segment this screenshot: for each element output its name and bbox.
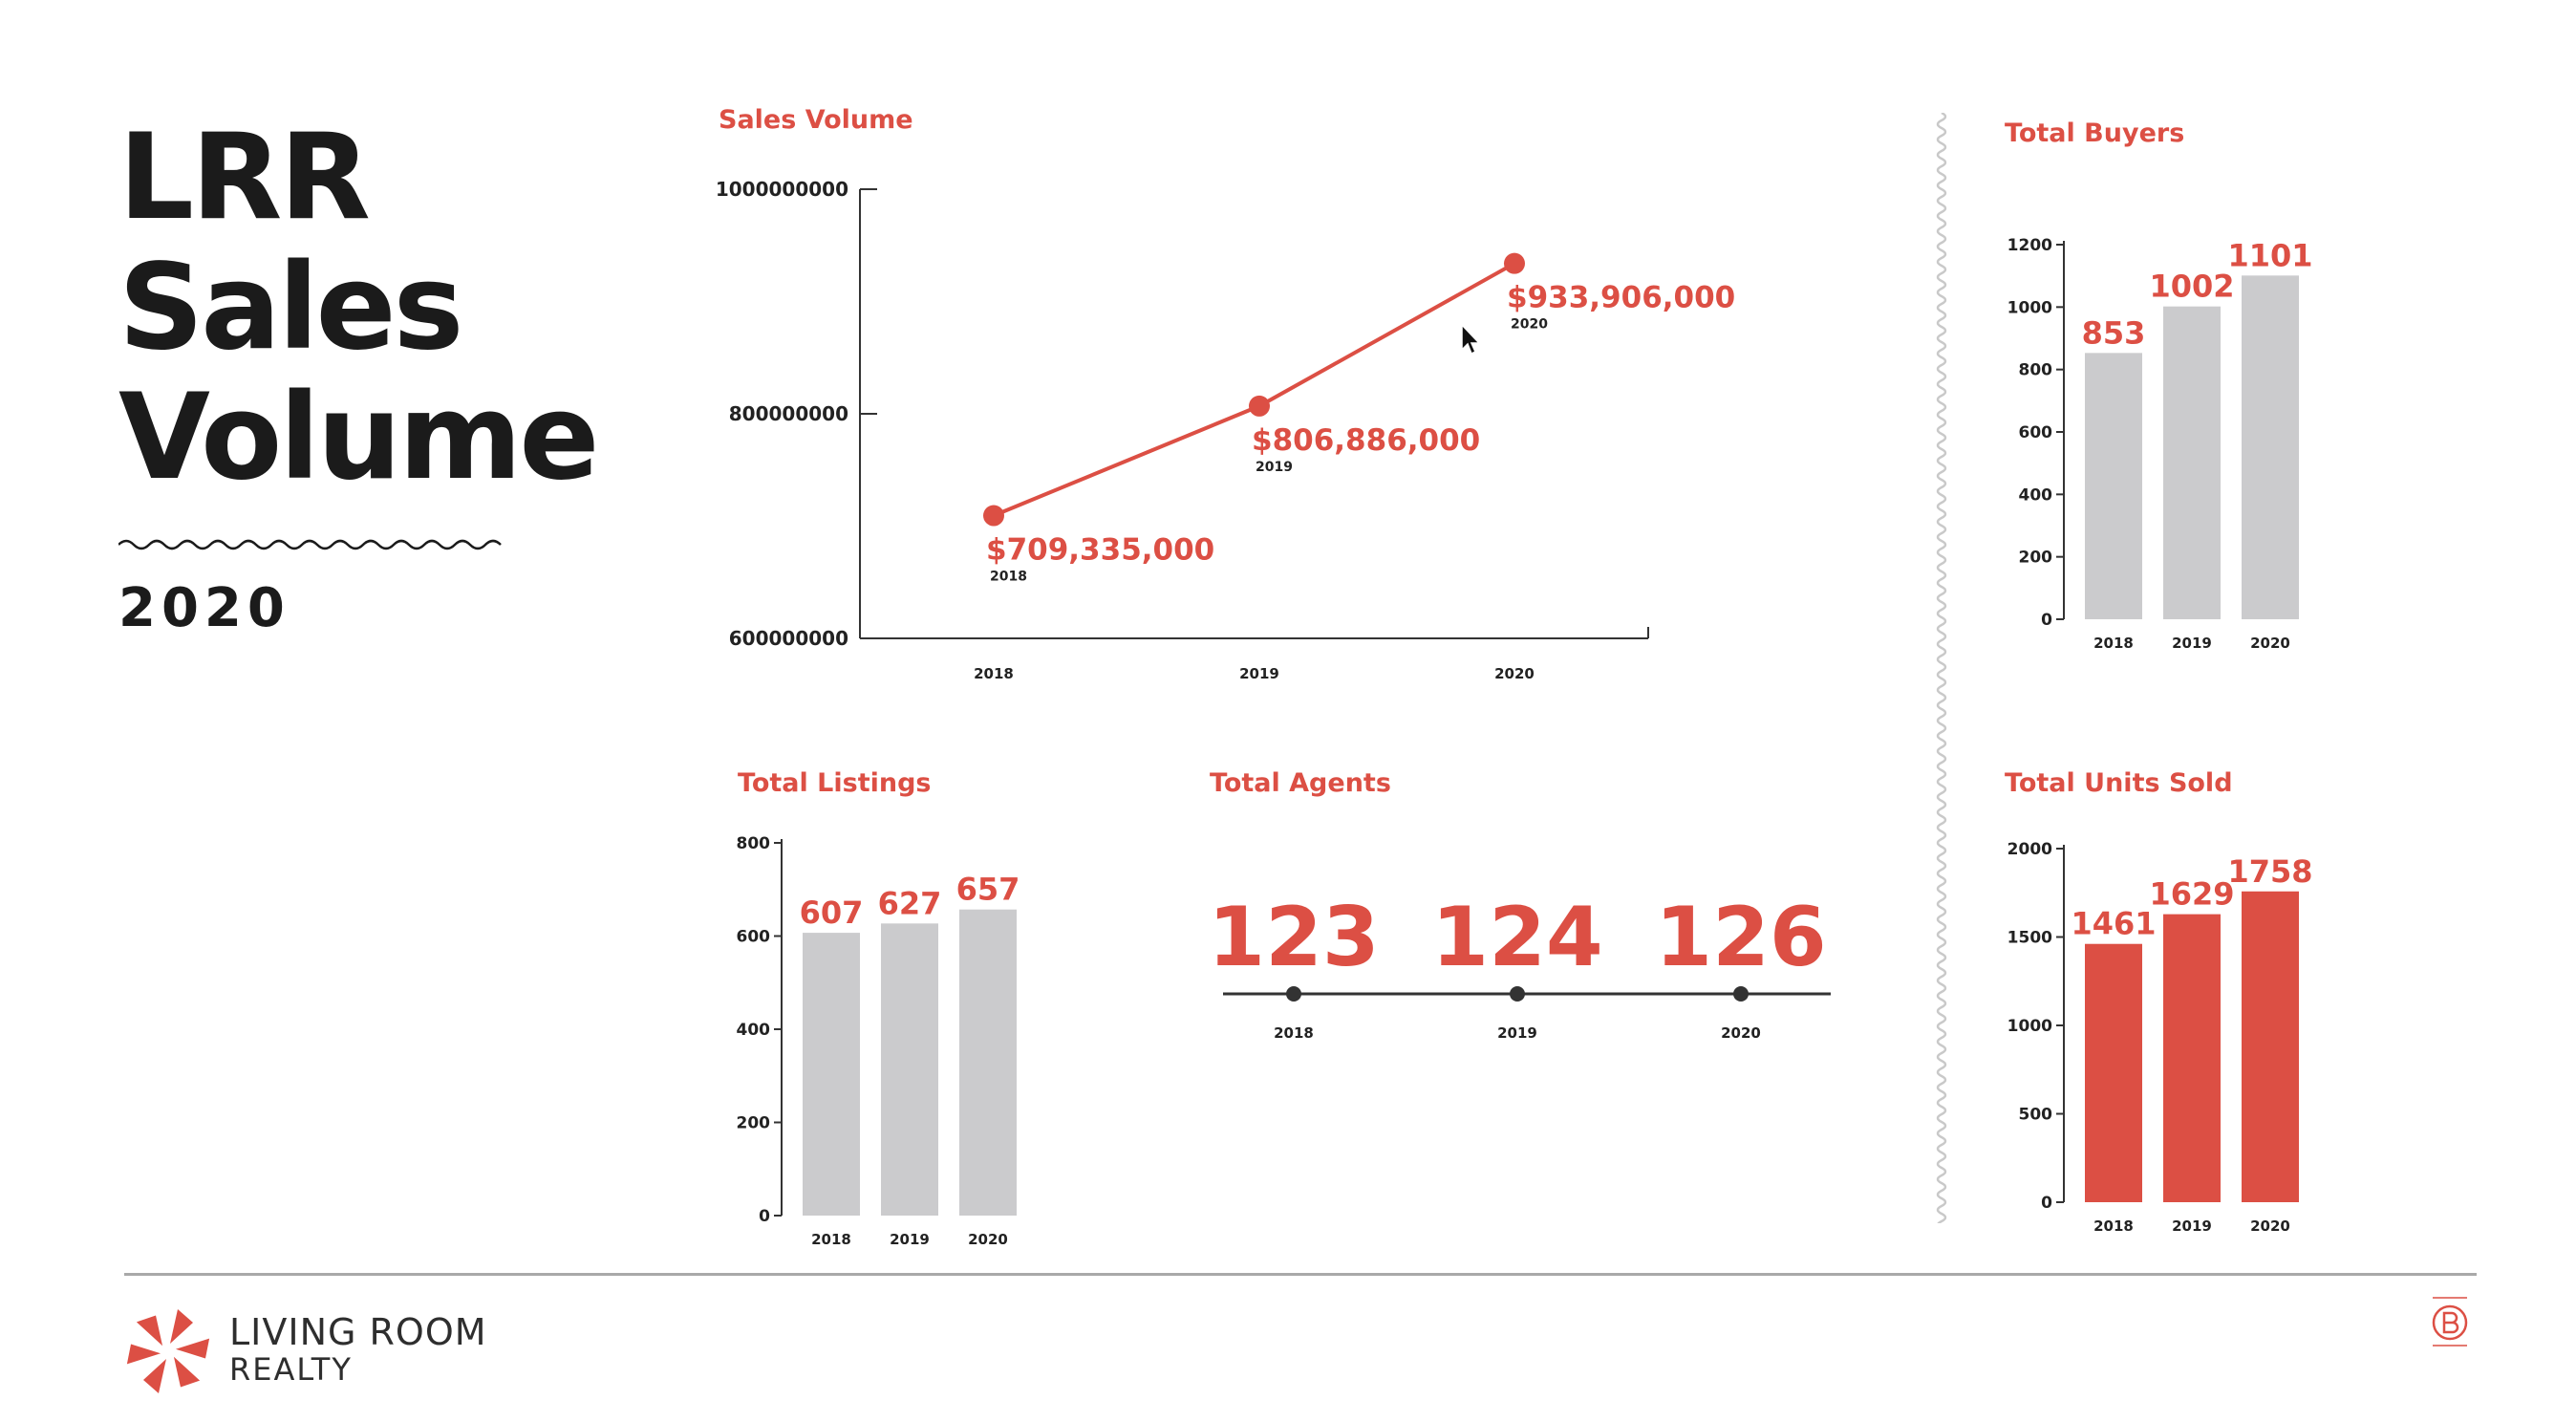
total_buyers-bar-value-label: 1101: [2227, 237, 2312, 273]
total-listings-chart: 0 200 400 600 800 607 2018 627 2019 657 2020: [737, 834, 1020, 1248]
total-agents-year-label: 2020: [1721, 1024, 1761, 1042]
total_listings-bar: [881, 923, 938, 1216]
total_units_sold-bar: [2163, 914, 2221, 1202]
total-listings-title: Total Listings: [738, 768, 932, 798]
title-squiggle-divider: [118, 539, 502, 550]
slide-title: LRR Sales Volume: [118, 109, 599, 506]
total_listings-y-tick-label: 600: [737, 928, 771, 947]
total_units_sold-bar: [2242, 891, 2299, 1202]
total_units_sold-y-tick-label: 1000: [2007, 1017, 2052, 1036]
total_buyers-bar: [2242, 275, 2299, 619]
total_buyers-y-tick-label: 1000: [2007, 298, 2052, 317]
total_units_sold-y-tick-label: 500: [2019, 1106, 2053, 1125]
total_buyers-y-tick-label: 1200: [2007, 236, 2052, 255]
total_listings-bar: [803, 933, 860, 1216]
sales-volume-chart: 600000000 800000000 1000000000 2018 2019 2020…: [716, 178, 1735, 682]
sales-volume-point: [1504, 252, 1525, 274]
brand-subtitle: REALTY: [229, 1351, 353, 1388]
total_listings-y-tick-label: 0: [759, 1207, 770, 1226]
total-agents-value: 126: [1655, 890, 1827, 985]
total-agents-point: [1286, 986, 1301, 1002]
total-agents-year-label: 2018: [1274, 1024, 1314, 1042]
total-agents-point: [1733, 986, 1749, 1002]
sales-volume-point-year-label: 2020: [1511, 317, 1548, 333]
total-buyers-chart: 0 200 400 600 800 1000 1200 853 2018 1002 2019 1101…: [2007, 236, 2313, 652]
sales-volume-x-tick-label: 2020: [1494, 665, 1535, 682]
total_units_sold-y-tick-label: 0: [2041, 1194, 2052, 1213]
total_buyers-y-tick-label: 600: [2019, 423, 2053, 442]
slide-title-line-1: LRR: [118, 109, 371, 247]
total-agents-year-label: 2019: [1497, 1024, 1537, 1042]
sales-volume-point-year-label: 2019: [1256, 460, 1293, 475]
total_listings-bar-value-label: 627: [878, 885, 942, 921]
total-agents-value: 124: [1431, 890, 1603, 985]
total_units_sold-bar-value-label: 1758: [2227, 853, 2312, 890]
total_units_sold-y-tick-label: 1500: [2007, 929, 2052, 948]
total_buyers-bar-value-label: 1002: [2149, 269, 2234, 305]
total_units_sold-bar-value-label: 1461: [2071, 906, 2156, 942]
total_listings-x-tick-label: 2020: [968, 1231, 1008, 1248]
total_buyers-bar: [2085, 353, 2142, 619]
pinwheel-logo-icon: [126, 1309, 210, 1393]
total-agents-point: [1510, 986, 1525, 1002]
total_listings-bar-value-label: 607: [800, 894, 864, 931]
total_buyers-x-tick-label: 2018: [2093, 635, 2134, 652]
total_listings-bar-value-label: 657: [956, 872, 1020, 908]
sales-volume-series-line: [993, 261, 1515, 518]
brand-name: LIVING ROOM: [229, 1311, 487, 1353]
sales-volume-point: [983, 505, 1004, 527]
total_buyers-y-tick-label: 0: [2041, 611, 2052, 630]
footer-divider: [124, 1273, 2477, 1276]
sales-volume-point-year-label: 2018: [990, 570, 1027, 585]
total_listings-x-tick-label: 2019: [890, 1231, 930, 1248]
total-units-sold-title: Total Units Sold: [2005, 768, 2233, 798]
slide-title-line-3: Volume: [118, 369, 599, 506]
total_units_sold-bar-value-label: 1629: [2149, 876, 2234, 913]
slide-title-line-2: Sales: [118, 239, 463, 377]
total_listings-bar: [959, 909, 1017, 1216]
total_units_sold-x-tick-label: 2018: [2093, 1217, 2134, 1235]
total-agents-title: Total Agents: [1210, 768, 1391, 798]
total_buyers-y-tick-label: 400: [2019, 485, 2053, 505]
total_buyers-x-tick-label: 2019: [2172, 635, 2212, 652]
total_listings-y-tick-label: 200: [737, 1114, 771, 1133]
total_units_sold-x-tick-label: 2019: [2172, 1217, 2212, 1235]
sales-volume-y-tick-label: 1000000000: [716, 178, 848, 201]
total_units_sold-bar: [2085, 943, 2142, 1202]
total-buyers-title: Total Buyers: [2005, 118, 2185, 148]
total_listings-y-tick-label: 800: [737, 834, 771, 853]
sales-volume-y-tick-label: 600000000: [729, 627, 848, 650]
slide-year: 2020: [118, 577, 290, 639]
total_units_sold-x-tick-label: 2020: [2250, 1217, 2290, 1235]
sales-volume-value-label: $709,335,000: [986, 533, 1214, 568]
sales-volume-x-tick-label: 2019: [1239, 665, 1279, 682]
total_listings-x-tick-label: 2018: [811, 1231, 851, 1248]
sales-volume-value-label: $806,886,000: [1252, 423, 1480, 458]
total-agents-value: 123: [1208, 890, 1380, 985]
total_units_sold-y-tick-label: 2000: [2007, 840, 2052, 859]
total_buyers-bar: [2163, 306, 2221, 619]
total_buyers-bar-value-label: 853: [2082, 314, 2146, 351]
sales-volume-y-tick-label: 800000000: [729, 402, 848, 425]
certified-b-corporation-badge-icon: [2432, 1297, 2468, 1347]
total-units-sold-chart: 0 500 1000 1500 2000 1461 2018 1629 2019 1758 2020: [2007, 840, 2313, 1235]
total-agents-chart: 123 2018 124 2019 126 2020: [1208, 890, 1831, 1042]
total_buyers-y-tick-label: 800: [2019, 361, 2053, 380]
sales-volume-title: Sales Volume: [719, 105, 913, 135]
vertical-wavy-divider: [1936, 113, 1947, 1223]
total_buyers-y-tick-label: 200: [2019, 549, 2053, 568]
total_buyers-x-tick-label: 2020: [2250, 635, 2290, 652]
sales-volume-x-tick-label: 2018: [974, 665, 1014, 682]
sales-volume-point: [1249, 395, 1270, 417]
total_listings-y-tick-label: 400: [737, 1021, 771, 1040]
mouse-cursor-icon: [1461, 323, 1481, 356]
sales-volume-value-label: $933,906,000: [1507, 281, 1735, 315]
